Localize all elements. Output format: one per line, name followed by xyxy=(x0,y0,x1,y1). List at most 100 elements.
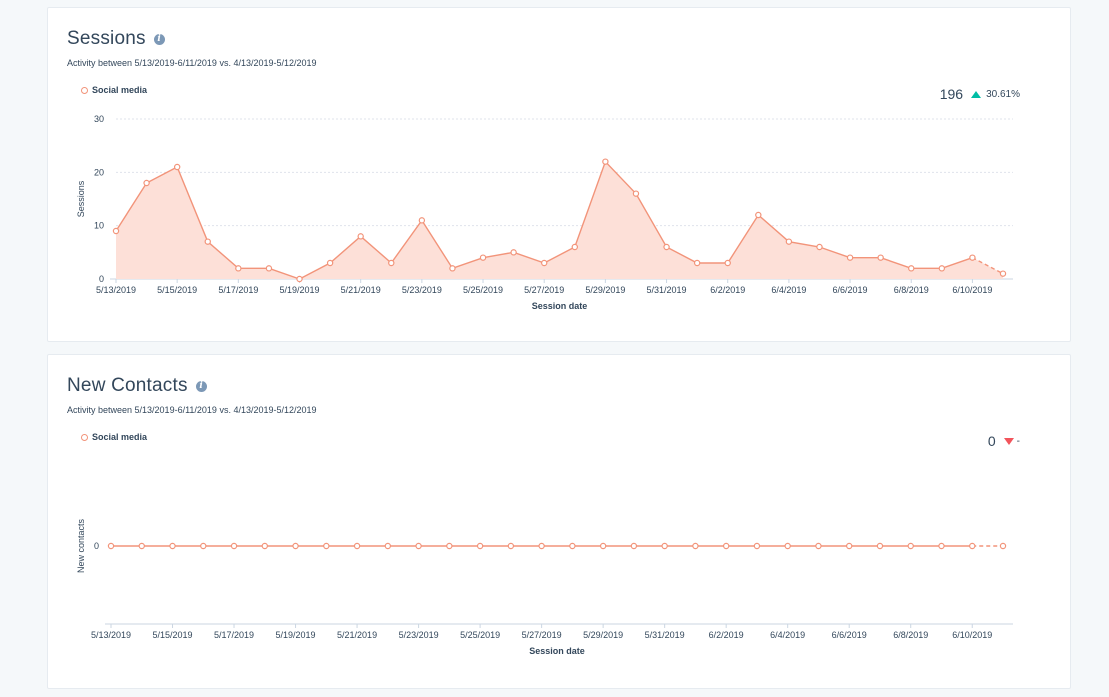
sessions-data-point[interactable] xyxy=(938,265,946,272)
sessions-data-point[interactable] xyxy=(418,217,426,224)
sessions-data-point[interactable] xyxy=(755,211,762,219)
sessions-title: Sessions i xyxy=(67,28,165,50)
sessions-data-point[interactable] xyxy=(265,265,273,272)
new-contacts-change: - xyxy=(1016,435,1020,447)
new-contacts-data-point[interactable] xyxy=(538,542,545,550)
sessions-data-point[interactable] xyxy=(693,259,701,267)
sessions-x-tick-label: 6/10/2019 xyxy=(952,285,992,295)
new-contacts-x-tick-label: 5/27/2019 xyxy=(522,630,562,640)
sessions-data-point[interactable] xyxy=(846,254,854,261)
sessions-x-tick-label: 5/21/2019 xyxy=(341,285,381,295)
new-contacts-data-point[interactable] xyxy=(200,542,207,550)
sessions-series-area xyxy=(116,161,1003,279)
trend-down-icon xyxy=(1003,437,1014,445)
sessions-x-tick-label: 6/8/2019 xyxy=(894,285,929,295)
new-contacts-x-tick-label: 5/23/2019 xyxy=(399,630,439,640)
sessions-data-point[interactable] xyxy=(632,190,640,197)
new-contacts-summary: 0 - xyxy=(988,433,1020,449)
new-contacts-data-point[interactable] xyxy=(661,542,668,550)
new-contacts-data-point[interactable] xyxy=(999,542,1007,550)
sessions-x-tick-label: 5/15/2019 xyxy=(157,285,197,295)
sessions-legend-label: Social media xyxy=(92,85,148,95)
sessions-data-point[interactable] xyxy=(908,265,915,272)
new-contacts-x-tick-label: 5/21/2019 xyxy=(337,630,377,640)
sessions-data-point[interactable] xyxy=(724,259,731,267)
sessions-y-axis-title: Sessions xyxy=(76,180,86,217)
sessions-data-point[interactable] xyxy=(204,238,211,245)
new-contacts-data-point[interactable] xyxy=(261,542,268,550)
new-contacts-data-point[interactable] xyxy=(630,542,638,550)
sessions-data-point[interactable] xyxy=(602,158,609,165)
sessions-data-point[interactable] xyxy=(388,259,395,267)
new-contacts-data-point[interactable] xyxy=(138,542,145,550)
new-contacts-x-tick-label: 5/29/2019 xyxy=(583,630,623,640)
sessions-y-tick-label: 0 xyxy=(99,274,104,284)
sessions-data-point[interactable] xyxy=(969,254,976,261)
new-contacts-data-point[interactable] xyxy=(384,542,392,550)
sessions-data-point[interactable] xyxy=(510,249,517,256)
sessions-total: 196 xyxy=(939,86,964,102)
sessions-data-point[interactable] xyxy=(571,243,578,251)
new-contacts-data-point[interactable] xyxy=(415,542,422,550)
sessions-data-point[interactable] xyxy=(143,179,150,187)
new-contacts-data-point[interactable] xyxy=(107,542,115,550)
sessions-data-point[interactable] xyxy=(296,275,303,283)
sessions-data-point[interactable] xyxy=(999,270,1007,277)
new-contacts-data-point[interactable] xyxy=(507,542,515,550)
sessions-data-point[interactable] xyxy=(785,238,793,245)
new-contacts-data-point[interactable] xyxy=(692,542,699,550)
new-contacts-x-tick-label: 5/19/2019 xyxy=(276,630,316,640)
sessions-chart: 0 10 20 30 5/13/2019 5/15/2019 5/17/2019 5/19/2… xyxy=(76,114,1013,311)
sessions-x-tick-label: 5/29/2019 xyxy=(585,285,625,295)
info-icon[interactable]: i xyxy=(153,33,165,45)
new-contacts-legend[interactable]: Social media xyxy=(81,432,147,442)
new-contacts-data-point[interactable] xyxy=(599,542,607,550)
new-contacts-data-point[interactable] xyxy=(722,542,730,550)
new-contacts-data-point[interactable] xyxy=(292,542,299,550)
sessions-data-point[interactable] xyxy=(877,254,884,261)
new-contacts-subtitle: Activity between 5/13/2019-6/11/2019 vs.… xyxy=(67,405,317,415)
sessions-x-tick-label: 6/2/2019 xyxy=(710,285,745,295)
new-contacts-data-point[interactable] xyxy=(230,542,238,550)
new-contacts-data-point[interactable] xyxy=(753,542,761,550)
new-contacts-x-tick-label: 6/4/2019 xyxy=(770,630,805,640)
sessions-data-point[interactable] xyxy=(816,243,823,251)
sessions-data-point[interactable] xyxy=(235,265,242,272)
new-contacts-data-point[interactable] xyxy=(938,542,945,550)
sessions-data-point[interactable] xyxy=(112,227,120,235)
sessions-x-tick-label: 5/27/2019 xyxy=(524,285,564,295)
new-contacts-data-point[interactable] xyxy=(815,542,822,550)
new-contacts-data-point[interactable] xyxy=(353,542,361,550)
trend-up-icon xyxy=(971,90,982,98)
new-contacts-data-point[interactable] xyxy=(169,542,176,550)
sessions-y-tick-label: 30 xyxy=(94,114,104,124)
sessions-data-point[interactable] xyxy=(357,233,364,240)
new-contacts-data-point[interactable] xyxy=(784,542,791,550)
sessions-x-tick-label: 5/19/2019 xyxy=(279,285,319,295)
sessions-summary: 196 30.61% xyxy=(940,86,1020,102)
new-contacts-y-axis-title: New contacts xyxy=(76,518,86,573)
sessions-series-line-partial xyxy=(972,257,1004,275)
new-contacts-data-point[interactable] xyxy=(876,542,884,550)
sessions-data-point[interactable] xyxy=(479,254,487,261)
new-contacts-y-tick-label: 0 xyxy=(94,541,99,551)
sessions-data-point[interactable] xyxy=(173,163,181,171)
new-contacts-data-point[interactable] xyxy=(446,542,453,550)
new-contacts-x-tick-label: 6/8/2019 xyxy=(893,630,928,640)
new-contacts-data-point[interactable] xyxy=(969,542,976,550)
new-contacts-data-point[interactable] xyxy=(569,542,576,550)
sessions-data-point[interactable] xyxy=(663,243,670,251)
legend-marker-icon xyxy=(81,86,88,94)
new-contacts-data-point[interactable] xyxy=(846,542,853,550)
new-contacts-data-point[interactable] xyxy=(323,542,330,550)
new-contacts-data-point[interactable] xyxy=(476,542,484,550)
sessions-data-point[interactable] xyxy=(449,265,456,272)
sessions-legend[interactable]: Social media xyxy=(81,85,147,95)
sessions-y-tick-label: 20 xyxy=(94,167,104,177)
sessions-data-point[interactable] xyxy=(541,259,548,267)
sessions-x-tick-label: 5/17/2019 xyxy=(218,285,258,295)
sessions-x-axis-title: Session date xyxy=(532,301,588,311)
new-contacts-data-point[interactable] xyxy=(907,542,914,550)
info-icon[interactable]: i xyxy=(195,380,207,392)
sessions-data-point[interactable] xyxy=(326,259,334,267)
